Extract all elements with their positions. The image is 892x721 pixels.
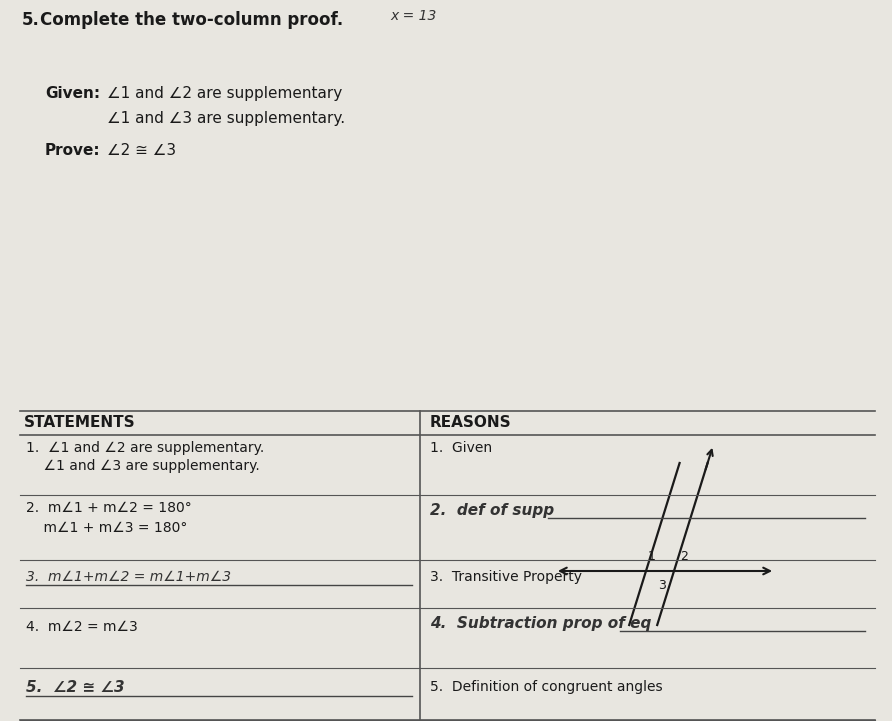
Text: 2.  def of supp: 2. def of supp [430,503,554,518]
Text: ∠2 ≅ ∠3: ∠2 ≅ ∠3 [107,143,176,158]
Text: 2: 2 [680,550,688,563]
Text: 1.  ∠1 and ∠2 are supplementary.: 1. ∠1 and ∠2 are supplementary. [26,441,264,455]
Text: 3.  Transitive Property: 3. Transitive Property [430,570,582,584]
Text: ∠1 and ∠3 are supplementary.: ∠1 and ∠3 are supplementary. [26,459,260,473]
Text: 1: 1 [648,550,656,563]
Text: 4.  Subtraction prop of eq: 4. Subtraction prop of eq [430,616,651,631]
Text: x = 13: x = 13 [390,9,436,23]
Text: Prove:: Prove: [45,143,101,158]
Text: STATEMENTS: STATEMENTS [24,415,136,430]
Text: ∠1 and ∠3 are supplementary.: ∠1 and ∠3 are supplementary. [107,111,345,126]
Text: 5.  ∠2 ≅ ∠3: 5. ∠2 ≅ ∠3 [26,680,125,695]
Text: Complete the two-column proof.: Complete the two-column proof. [40,11,343,29]
Text: 5.: 5. [22,11,40,29]
Text: 1.  Given: 1. Given [430,441,492,455]
Text: 4.  m∠2 = m∠3: 4. m∠2 = m∠3 [26,620,137,634]
Text: 5.  Definition of congruent angles: 5. Definition of congruent angles [430,680,663,694]
Text: 2.  m∠1 + m∠2 = 180°: 2. m∠1 + m∠2 = 180° [26,501,192,515]
Text: m∠1 + m∠3 = 180°: m∠1 + m∠3 = 180° [26,521,187,535]
Text: 3.  m∠1+m∠2 = m∠1+m∠3: 3. m∠1+m∠2 = m∠1+m∠3 [26,570,231,584]
Text: REASONS: REASONS [430,415,512,430]
Text: 3: 3 [658,579,665,592]
Text: ∠1 and ∠2 are supplementary: ∠1 and ∠2 are supplementary [107,86,343,101]
Text: Given:: Given: [45,86,100,101]
